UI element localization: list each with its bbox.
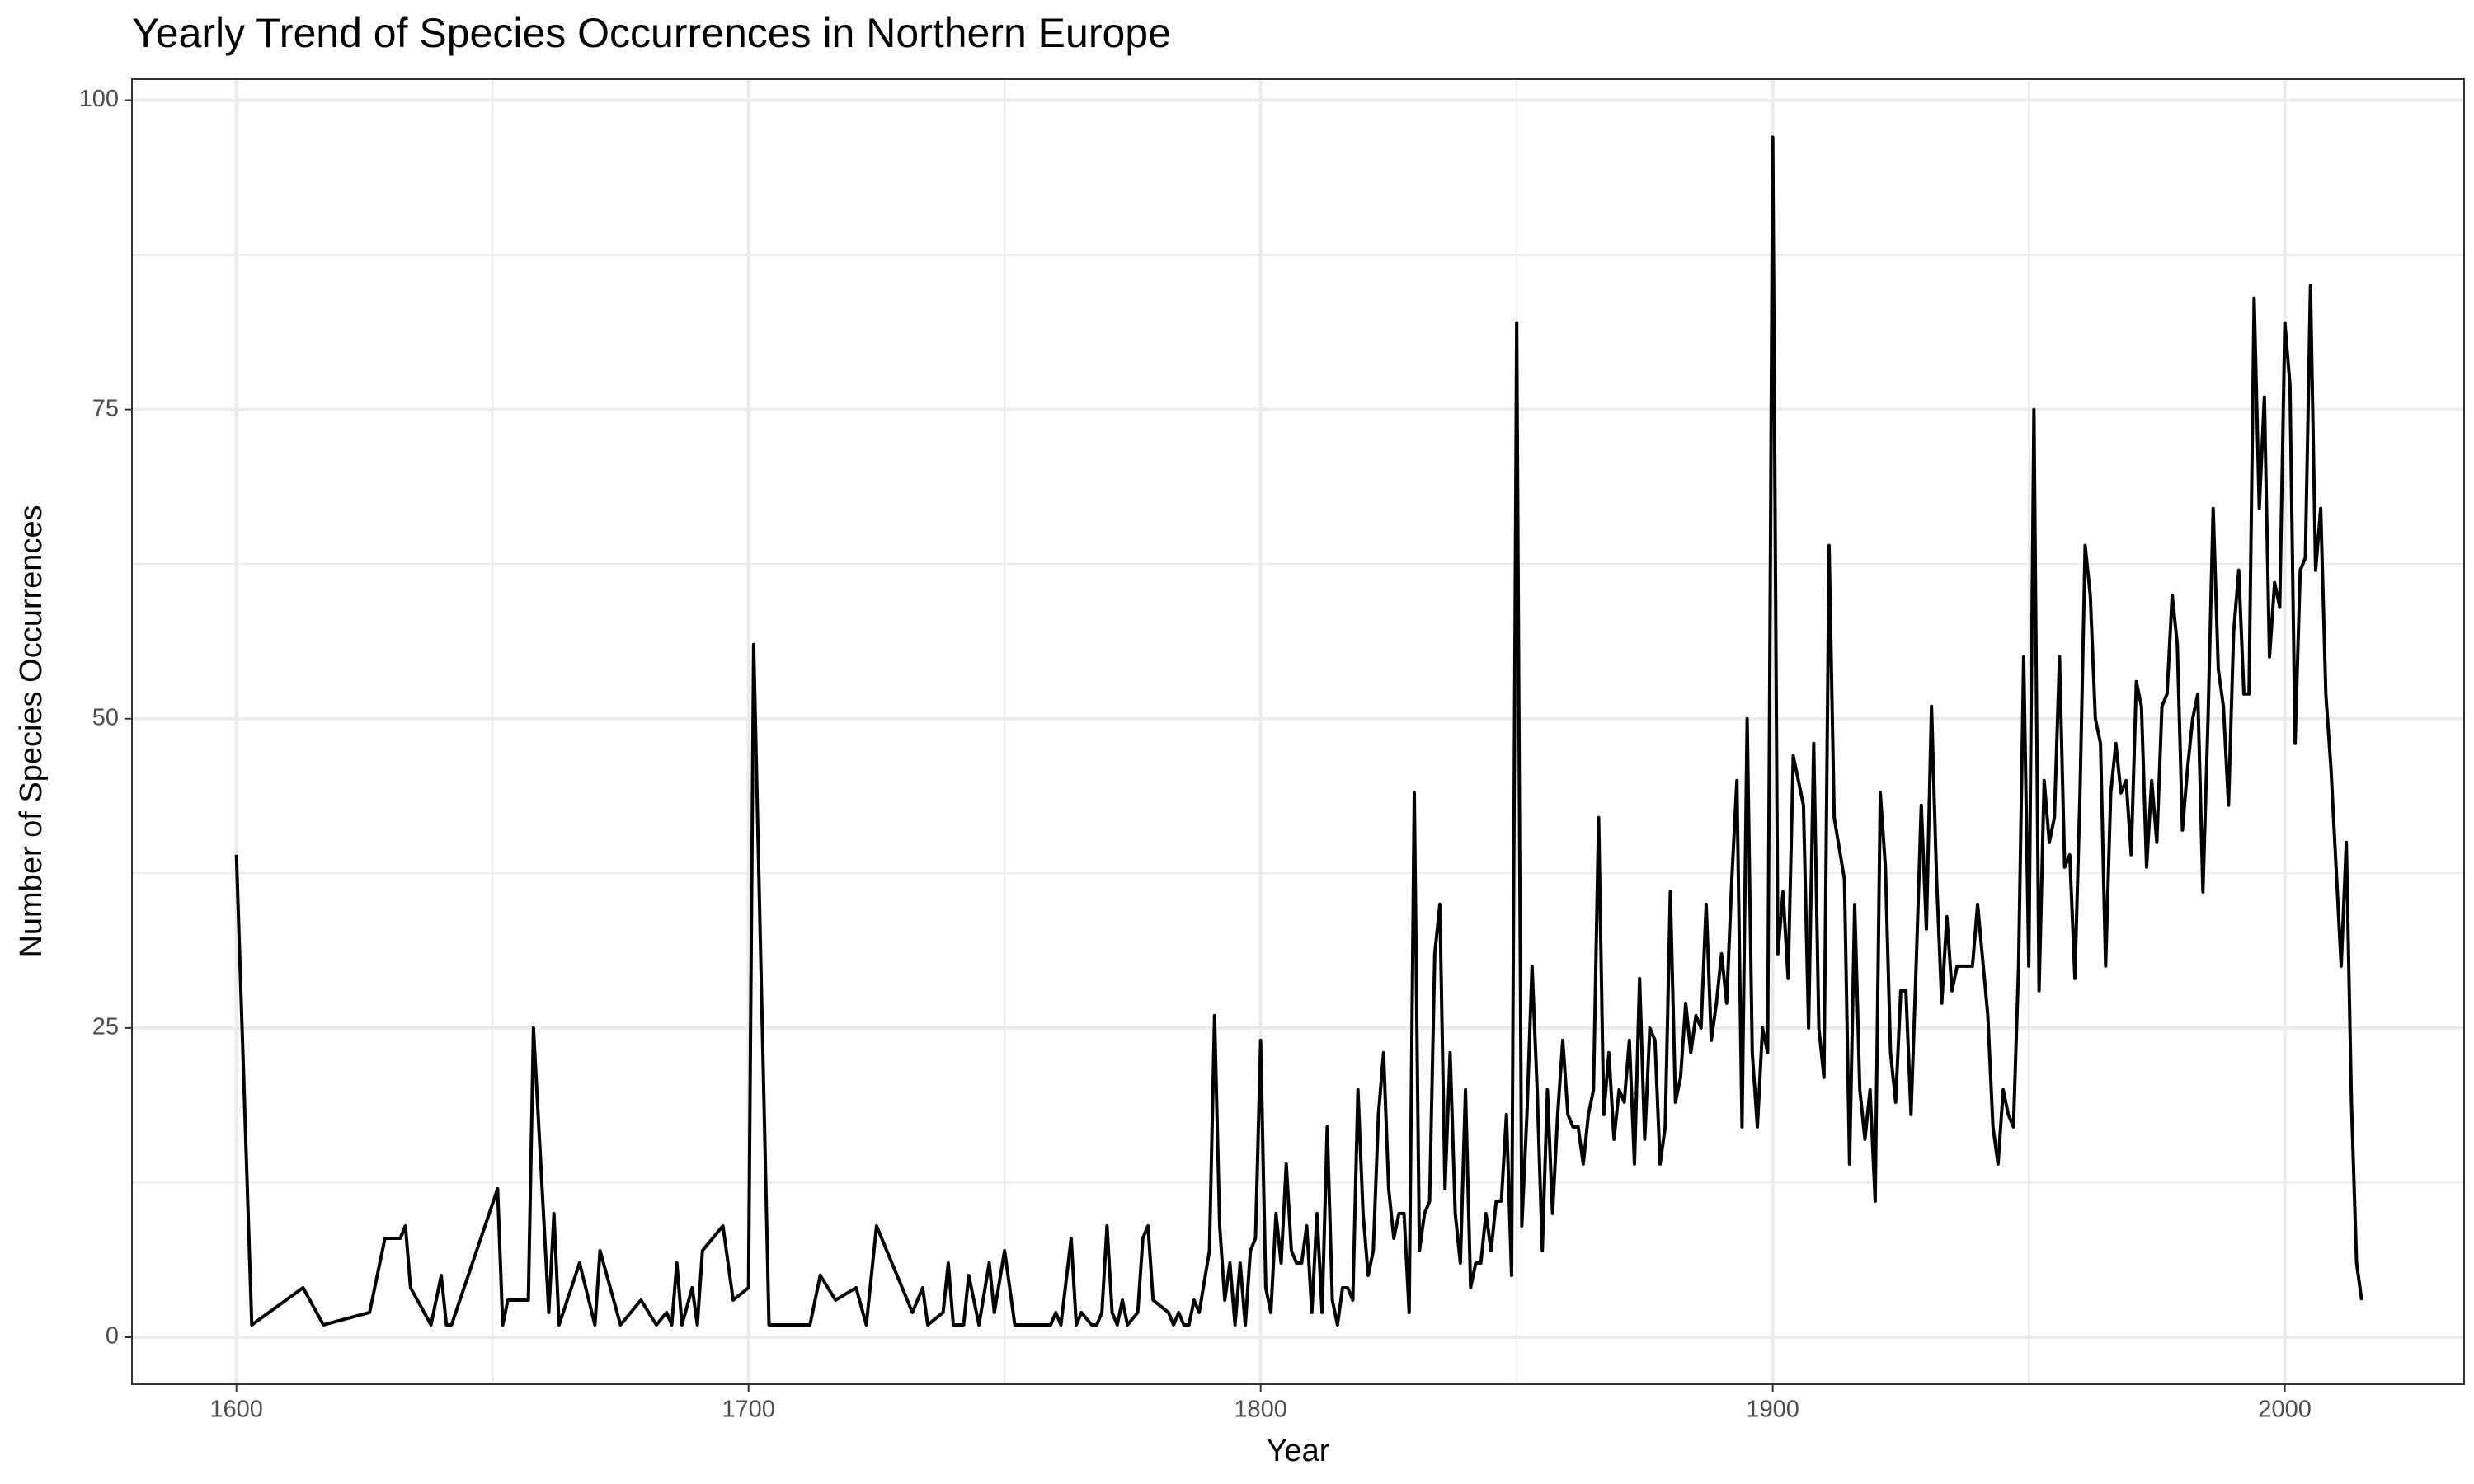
x-tick-label: 1600 bbox=[209, 1397, 263, 1423]
x-axis-title: Year bbox=[1267, 1434, 1330, 1468]
line bbox=[234, 135, 2363, 1327]
x-tick-label: 1800 bbox=[1234, 1397, 1287, 1423]
x-tick-label: 2000 bbox=[2258, 1397, 2312, 1423]
y-tick-label: 25 bbox=[92, 1014, 119, 1040]
x-tick-label: 1900 bbox=[1746, 1397, 1799, 1423]
x-tick-label: 1700 bbox=[722, 1397, 775, 1423]
chart-title: Yearly Trend of Species Occurrences in N… bbox=[132, 10, 1171, 56]
y-tick-label: 75 bbox=[92, 395, 119, 421]
plot-border bbox=[131, 78, 2465, 1385]
y-tick-label: 0 bbox=[106, 1323, 119, 1350]
y-tick-label: 50 bbox=[92, 704, 119, 730]
y-axis-title: Number of Species Occurrences bbox=[14, 505, 49, 957]
y-tick-label: 100 bbox=[79, 86, 119, 112]
